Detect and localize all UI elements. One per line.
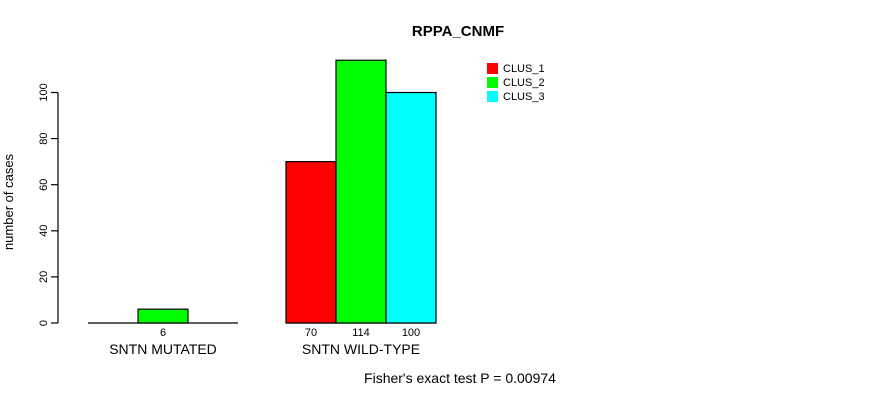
legend: CLUS_1 CLUS_2 CLUS_3 [487, 63, 545, 103]
category-label: SNTN WILD-TYPE [302, 341, 420, 357]
y-axis-label: number of cases [1, 153, 16, 250]
legend-label: CLUS_2 [503, 77, 545, 89]
bar-clus_1 [285, 161, 337, 324]
bar-clus_2 [137, 308, 189, 324]
bar-clus_3 [385, 91, 437, 324]
bar-clus_2 [335, 59, 387, 324]
legend-swatch-clus_1 [487, 63, 498, 74]
y-tick-label: 20 [38, 271, 50, 283]
bar-value-label: 100 [402, 327, 420, 339]
bar-value-label: 114 [352, 327, 370, 339]
annotation-text: Fisher's exact test P = 0.00974 [364, 370, 556, 386]
y-tick-label: 0 [38, 320, 50, 326]
category-label: SNTN MUTATED [109, 341, 217, 357]
bars [88, 59, 437, 324]
y-tick-label: 40 [38, 225, 50, 237]
legend-swatch-clus_2 [487, 77, 498, 88]
y-axis: 0 20 40 60 80 100 [38, 83, 59, 326]
legend-label: CLUS_3 [503, 91, 545, 103]
bar-value-label: 70 [305, 327, 317, 339]
y-tick-label: 60 [38, 179, 50, 191]
legend-swatch-clus_3 [487, 91, 498, 102]
y-tick-label: 80 [38, 132, 50, 144]
x-axis-labels: 6 SNTN MUTATED 70 114 100 SNTN WILD-TYPE [109, 327, 420, 357]
y-tick-label: 100 [38, 83, 50, 101]
chart-title: RPPA_CNMF [412, 23, 504, 40]
bar-value-label: 6 [160, 327, 166, 339]
legend-label: CLUS_1 [503, 63, 545, 75]
